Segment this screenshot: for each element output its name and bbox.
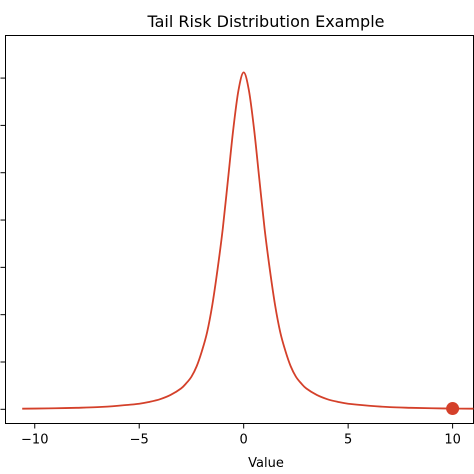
points-layer xyxy=(446,402,460,416)
y-axis-ticks xyxy=(0,77,6,410)
x-tick-label: −5 xyxy=(130,433,149,448)
chart-title: Tail Risk Distribution Example xyxy=(147,12,385,31)
plot-frame xyxy=(5,35,474,424)
x-tick-label: −10 xyxy=(21,433,48,448)
x-axis-label: Value xyxy=(248,456,284,471)
x-tick-label: 0 xyxy=(240,433,248,448)
tail-risk-point xyxy=(446,402,460,416)
x-tick-label: 10 xyxy=(444,433,461,448)
distribution-line xyxy=(22,71,474,410)
plot-area: −10 −5 0 5 10 xyxy=(0,35,474,448)
x-axis-ticks: −10 −5 0 5 10 xyxy=(21,423,461,448)
x-tick-label: 5 xyxy=(344,433,352,448)
series-layer xyxy=(22,71,474,410)
